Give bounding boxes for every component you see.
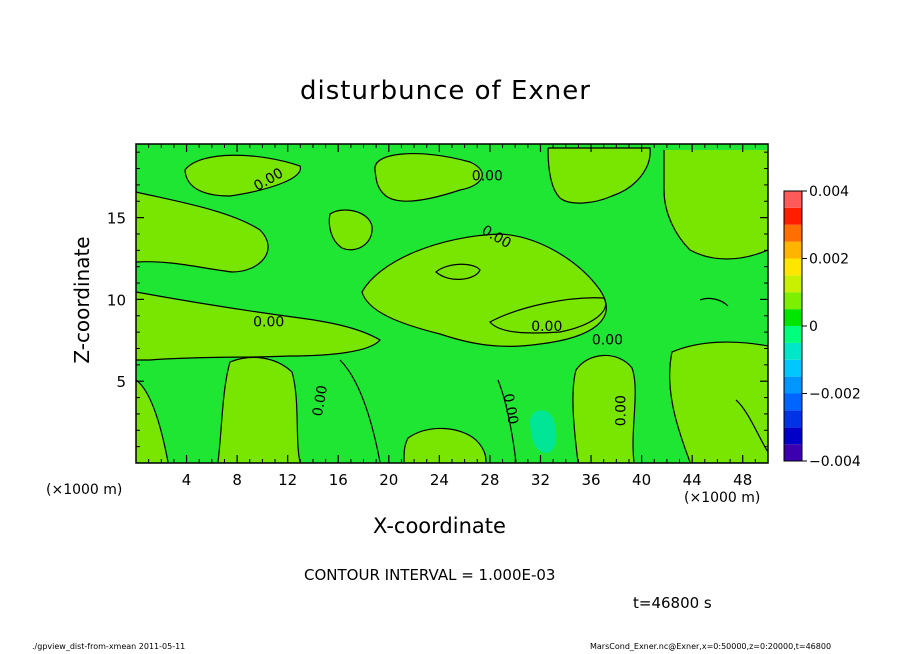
colorbar-segment [784, 444, 802, 461]
colorbar-segment [784, 241, 802, 259]
contour-label: 0.00 [253, 314, 284, 330]
contour-line [328, 209, 373, 251]
contour-region-positive [404, 428, 486, 462]
contour-label: 0.00 [310, 384, 331, 417]
colorbar-segment [784, 275, 802, 293]
contour-line [699, 297, 729, 307]
contour-label: 0.00 [592, 332, 623, 348]
colorbar-segment [784, 207, 802, 225]
contour-label: 0.00 [531, 319, 562, 335]
contour-line [339, 359, 381, 463]
colorbar-segment [784, 410, 802, 428]
colorbar-segment [784, 427, 802, 445]
x-tick-label: 8 [232, 471, 242, 489]
colorbar-segment [784, 342, 802, 360]
contour-region-positive [669, 342, 768, 462]
contour-region-positive [136, 292, 380, 360]
colorbar-segment [784, 309, 802, 326]
contour-label: 0.00 [472, 169, 503, 185]
x-tick-label: 40 [632, 471, 651, 489]
colorbar-segment [784, 258, 802, 276]
contour-line [217, 356, 301, 463]
contour-region-positive [136, 192, 269, 272]
y-axis-label: Z-coordinate [70, 236, 94, 364]
contour-region-positive [362, 234, 607, 347]
colorbar-tick-label: 0.004 [809, 184, 849, 200]
contour-region-negative [530, 410, 557, 453]
contour-line [135, 191, 269, 273]
contour-line [497, 379, 517, 463]
colorbar-tick-label: 0 [809, 319, 818, 335]
contour-region-positive [218, 357, 300, 462]
contour-field [136, 144, 768, 463]
colorbar-segment [784, 292, 802, 310]
contour-label: 0.00 [613, 395, 629, 426]
colorbar-segment [784, 326, 802, 343]
contour-region-positive [664, 150, 768, 259]
x-tick-label: 28 [480, 471, 499, 489]
contour-line [547, 147, 651, 204]
colorbar-segment [784, 224, 802, 242]
x-tick-label: 32 [531, 471, 550, 489]
contour-region-positive [548, 148, 651, 204]
time-label: t=46800 s [633, 594, 712, 612]
colorbar-tick-label: 0.002 [809, 252, 849, 268]
x-tick-label: 4 [182, 471, 192, 489]
contour-line [572, 354, 636, 463]
colorbar-tick-label: −0.002 [809, 387, 861, 403]
colorbar: 0.004 0.002 0 −0.002 −0.004 [783, 184, 861, 470]
x-unit-label-left: (×1000 m) [46, 482, 123, 498]
contour-region-positive [185, 155, 301, 196]
x-tick-label: 44 [683, 471, 702, 489]
colorbar-tick-label: −0.004 [809, 454, 861, 470]
contour-label-layer: 0.00 0.000.000.00 0.000.000.00 0.00 0.00 [251, 165, 629, 426]
contour-lines [135, 147, 769, 463]
contour-region-positive [374, 153, 483, 202]
contour-line [184, 154, 301, 197]
footer-left: ./gpview_dist-from-xmean 2011-05-11 [32, 642, 186, 651]
contour-line [374, 153, 483, 202]
x-tick-label: 48 [733, 471, 752, 489]
contour-region-positive [136, 380, 168, 462]
contour-line [435, 263, 481, 280]
colorbar-segment [784, 376, 802, 394]
y-tick-label: 5 [116, 373, 126, 391]
contour-label: 0.00 [500, 392, 521, 425]
y-tick-label: 15 [107, 210, 126, 228]
contour-interval-text: CONTOUR INTERVAL = 1.000E-03 [304, 566, 556, 584]
contour-line [669, 341, 769, 463]
x-tick-label: 36 [581, 471, 600, 489]
chart-title: disturbunce of Exner [300, 76, 591, 106]
contour-region-positive [572, 355, 636, 462]
x-axis-label: X-coordinate [373, 514, 506, 538]
contour-region-positive [329, 210, 373, 250]
x-tick-label: 24 [430, 471, 449, 489]
contour-line [135, 379, 169, 463]
contour-line [403, 427, 487, 463]
x-tick-label: 12 [278, 471, 297, 489]
contour-line [663, 150, 769, 260]
x-tick-label: 20 [379, 471, 398, 489]
colorbar-segment [784, 393, 802, 411]
footer-right: MarsCond_Exner.nc@Exner,x=0:50000,z=0:20… [590, 642, 832, 651]
contour-line [135, 291, 381, 361]
contour-line [489, 297, 607, 334]
contour-line [361, 233, 607, 347]
colorbar-segment [784, 191, 802, 208]
contour-line [735, 399, 769, 453]
y-tick-label: 10 [107, 291, 126, 309]
x-tick-label: 16 [329, 471, 348, 489]
x-unit-label-right: (×1000 m) [684, 490, 761, 506]
colorbar-segment [784, 359, 802, 377]
